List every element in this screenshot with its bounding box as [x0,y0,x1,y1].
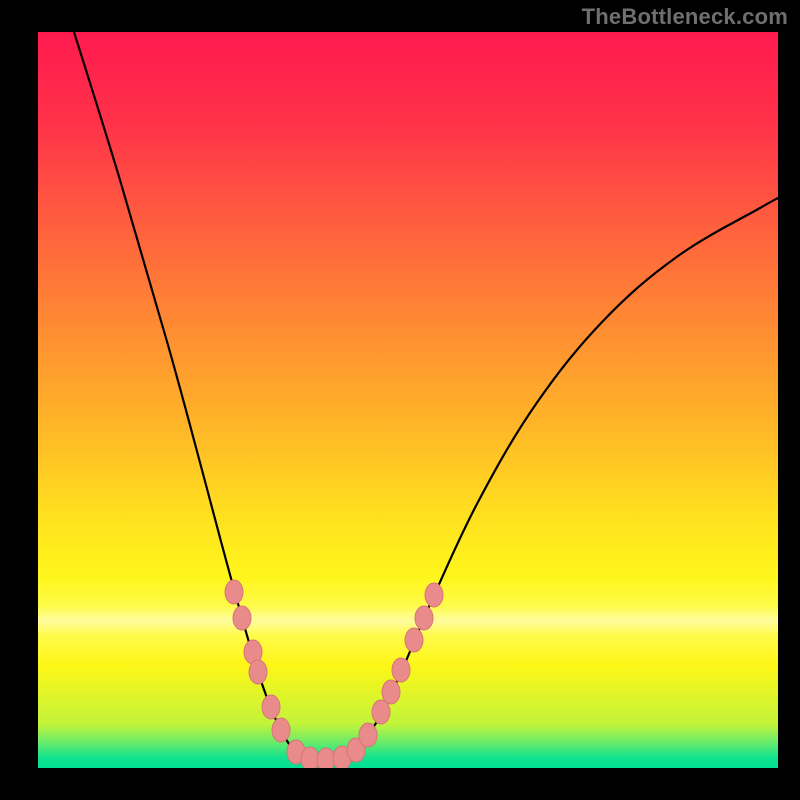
curve-marker [425,583,443,607]
curve-marker [382,680,400,704]
watermark-text: TheBottleneck.com [582,4,788,30]
curve-marker [317,748,335,768]
curve-marker [262,695,280,719]
bottleneck-curve [74,32,778,760]
curve-marker [415,606,433,630]
curve-marker [233,606,251,630]
chart-root: { "watermark": { "text": "TheBottleneck.… [0,0,800,800]
curve-marker [392,658,410,682]
curve-marker [372,700,390,724]
curve-marker [405,628,423,652]
curve-marker [272,718,290,742]
curve-marker [225,580,243,604]
chart-svg [38,32,778,768]
curve-marker [359,723,377,747]
plot-area [38,32,778,768]
curve-marker [249,660,267,684]
curve-marker [301,747,319,768]
